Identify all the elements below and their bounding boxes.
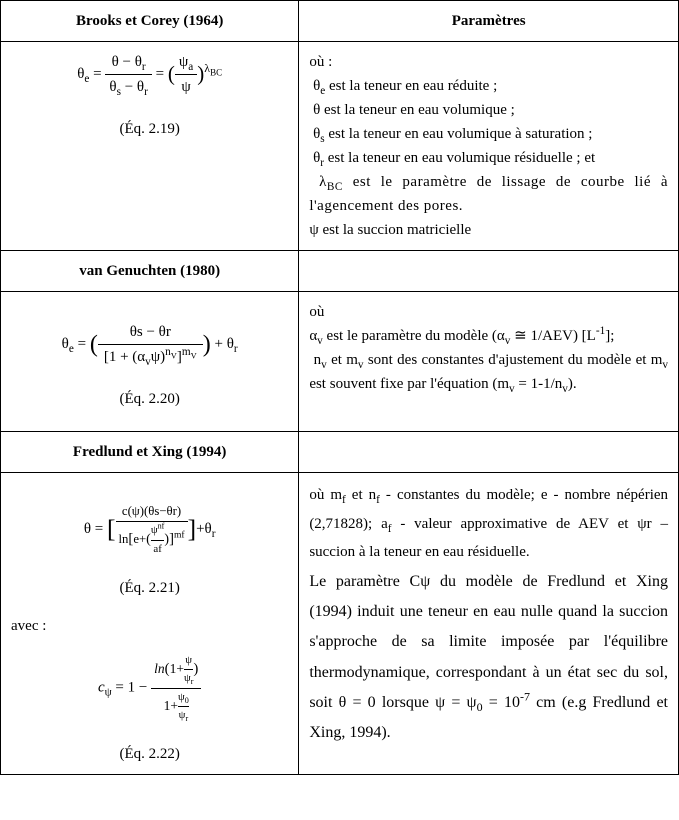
page: Brooks et Corey (1964) Paramètres θe = θ… — [0, 0, 679, 775]
vg-header-empty — [299, 251, 679, 292]
fx-params-cell: où mf et nf - constantes du modèle; e - … — [299, 473, 679, 775]
vg-intro: où — [309, 300, 668, 324]
brooks-eq-cell: θe = θ − θrθs − θr = (ψaψ)λBC (Éq. 2.19) — [1, 42, 299, 251]
fx-header: Fredlund et Xing (1994) — [1, 432, 299, 473]
header-left: Brooks et Corey (1964) — [1, 1, 299, 42]
fx-eq2-label: (Éq. 2.22) — [11, 742, 288, 766]
vg-equation: θe = (θs − θr[1 + (αvψ)nV]mV) + θr — [11, 320, 288, 369]
vg-p2: nv et mv sont des constantes d'ajustemen… — [309, 348, 668, 396]
brooks-intro: où : — [309, 50, 668, 74]
fx-header-empty — [299, 432, 679, 473]
vg-row: θe = (θs − θr[1 + (αvψ)nV]mV) + θr (Éq. … — [1, 292, 679, 432]
brooks-p2: θ est la teneur en eau volumique ; — [309, 98, 668, 122]
brooks-p6: ψ est la succion matricielle — [309, 218, 668, 242]
brooks-equation: θe = θ − θrθs − θr = (ψaψ)λBC — [11, 50, 288, 99]
brooks-p5: λBC est le paramètre de lissage de courb… — [309, 170, 668, 218]
brooks-params-cell: où : θe est la teneur en eau réduite ; θ… — [299, 42, 679, 251]
brooks-p4: θr est la teneur en eau volumique résidu… — [309, 146, 668, 170]
fx-eq-cell: θ = [c(ψ)(θs−θr)ln[e+(ψnfaf)]mf]+θr (Éq.… — [1, 473, 299, 775]
fx-p1: où mf et nf - constantes du modèle; e - … — [309, 481, 668, 567]
vg-header: van Genuchten (1980) — [1, 251, 299, 292]
brooks-p3: θs est la teneur en eau volumique à satu… — [309, 122, 668, 146]
brooks-p1: θe est la teneur en eau réduite ; — [309, 74, 668, 98]
fx-equation-1: θ = [c(ψ)(θs−θr)ln[e+(ψnfaf)]mf]+θr — [11, 501, 288, 558]
fx-equation-2: cψ = 1 − ln(1+ψψr)1+ψ0ψr — [11, 652, 288, 724]
models-table: Brooks et Corey (1964) Paramètres θe = θ… — [0, 0, 679, 775]
header-right: Paramètres — [299, 1, 679, 42]
brooks-eq-label: (Éq. 2.19) — [11, 117, 288, 141]
brooks-row: θe = θ − θrθs − θr = (ψaψ)λBC (Éq. 2.19)… — [1, 42, 679, 251]
fx-eq1-label: (Éq. 2.21) — [11, 576, 288, 600]
fx-header-row: Fredlund et Xing (1994) — [1, 432, 679, 473]
vg-p1: αv est le paramètre du modèle (αv ≅ 1/AE… — [309, 324, 668, 348]
fx-row: θ = [c(ψ)(θs−θr)ln[e+(ψnfaf)]mf]+θr (Éq.… — [1, 473, 679, 775]
vg-eq-cell: θe = (θs − θr[1 + (αvψ)nV]mV) + θr (Éq. … — [1, 292, 299, 432]
fx-p2: Le paramètre Cψ du modèle de Fredlund et… — [309, 567, 668, 749]
vg-params-cell: où αv est le paramètre du modèle (αv ≅ 1… — [299, 292, 679, 432]
vg-eq-label: (Éq. 2.20) — [11, 387, 288, 411]
fx-avec: avec : — [11, 614, 288, 638]
header-row: Brooks et Corey (1964) Paramètres — [1, 1, 679, 42]
vg-header-row: van Genuchten (1980) — [1, 251, 679, 292]
